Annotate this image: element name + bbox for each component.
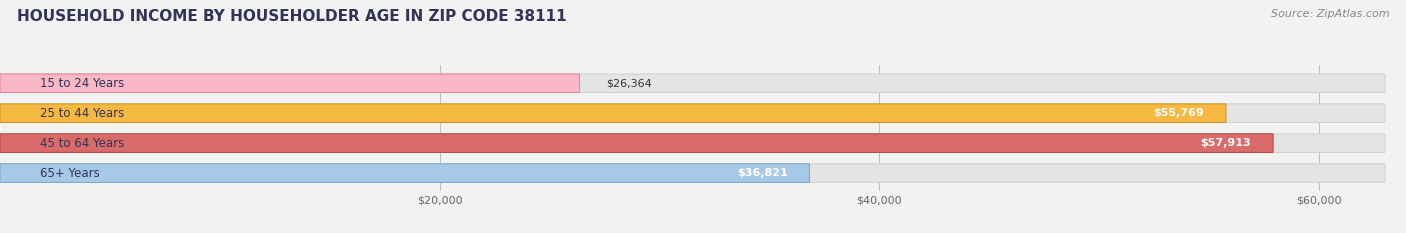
Text: 15 to 24 Years: 15 to 24 Years: [39, 77, 124, 90]
FancyBboxPatch shape: [0, 104, 1226, 123]
FancyBboxPatch shape: [0, 164, 810, 182]
FancyBboxPatch shape: [0, 134, 1385, 152]
FancyBboxPatch shape: [0, 164, 1385, 182]
FancyBboxPatch shape: [0, 74, 579, 93]
Text: $26,364: $26,364: [606, 78, 652, 88]
FancyBboxPatch shape: [0, 134, 1272, 152]
FancyBboxPatch shape: [0, 104, 1385, 123]
Text: 25 to 44 Years: 25 to 44 Years: [39, 107, 124, 120]
Text: 65+ Years: 65+ Years: [39, 167, 100, 180]
FancyBboxPatch shape: [0, 74, 1385, 93]
Text: $57,913: $57,913: [1201, 138, 1251, 148]
Text: HOUSEHOLD INCOME BY HOUSEHOLDER AGE IN ZIP CODE 38111: HOUSEHOLD INCOME BY HOUSEHOLDER AGE IN Z…: [17, 9, 567, 24]
Text: $36,821: $36,821: [737, 168, 787, 178]
Text: 45 to 64 Years: 45 to 64 Years: [39, 137, 124, 150]
Text: Source: ZipAtlas.com: Source: ZipAtlas.com: [1271, 9, 1389, 19]
Text: $55,769: $55,769: [1153, 108, 1204, 118]
